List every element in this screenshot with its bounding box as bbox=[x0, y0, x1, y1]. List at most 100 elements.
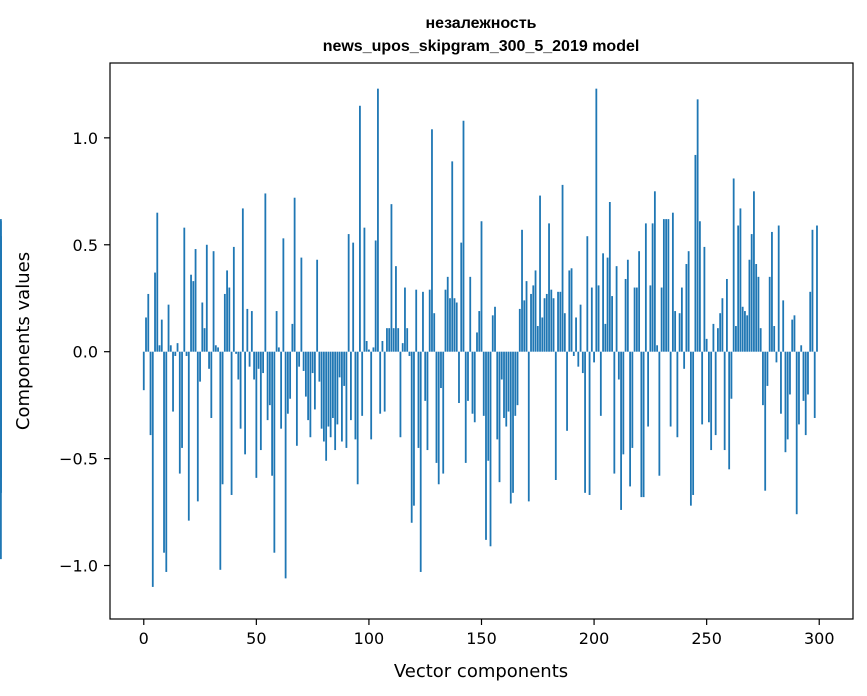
bar bbox=[196, 351, 199, 502]
x-tick-label: 50 bbox=[246, 629, 266, 648]
bar bbox=[726, 278, 728, 352]
bar bbox=[322, 351, 325, 442]
bar bbox=[708, 351, 710, 423]
bar bbox=[597, 285, 600, 352]
bar bbox=[701, 351, 704, 425]
bar bbox=[158, 345, 161, 352]
bar bbox=[730, 351, 733, 399]
y-tick-label: −1.0 bbox=[59, 557, 98, 576]
bar bbox=[183, 227, 186, 352]
bar bbox=[244, 351, 246, 455]
bar bbox=[345, 351, 348, 448]
bar bbox=[777, 225, 780, 352]
bar bbox=[687, 251, 690, 352]
bar bbox=[717, 328, 719, 352]
bar bbox=[363, 227, 366, 352]
bar bbox=[374, 240, 377, 352]
bar bbox=[534, 270, 537, 352]
chart-subtitle: news_upos_skipgram_300_5_2019 model bbox=[323, 38, 640, 55]
bar bbox=[192, 281, 195, 352]
x-tick-label: 0 bbox=[139, 629, 149, 648]
bar bbox=[572, 351, 575, 356]
bar bbox=[277, 347, 280, 352]
bar bbox=[397, 328, 400, 352]
bar bbox=[295, 351, 298, 446]
bar bbox=[386, 328, 388, 352]
bar bbox=[735, 326, 737, 352]
bar bbox=[795, 351, 798, 515]
bar bbox=[496, 351, 499, 440]
bar bbox=[289, 351, 292, 399]
bar bbox=[388, 328, 391, 352]
bar bbox=[273, 351, 276, 553]
y-tick-label: 1.0 bbox=[73, 129, 98, 148]
bar bbox=[460, 242, 463, 352]
bar bbox=[800, 345, 803, 352]
bar bbox=[169, 345, 172, 352]
bar bbox=[566, 351, 568, 431]
bar bbox=[494, 306, 496, 352]
bar bbox=[343, 351, 346, 386]
bar bbox=[660, 287, 663, 352]
bar bbox=[689, 351, 692, 506]
bar bbox=[491, 315, 494, 352]
bar bbox=[325, 351, 328, 461]
bar bbox=[624, 278, 627, 352]
bar bbox=[516, 351, 519, 406]
y-tick-label: −0.5 bbox=[59, 450, 98, 469]
bar bbox=[791, 319, 794, 352]
bar bbox=[604, 323, 607, 352]
bar bbox=[172, 351, 174, 412]
bar bbox=[764, 351, 767, 491]
bar bbox=[334, 351, 337, 451]
bar bbox=[437, 351, 440, 485]
bar bbox=[665, 219, 668, 352]
bar bbox=[372, 347, 375, 352]
bar bbox=[223, 293, 226, 352]
bar bbox=[599, 351, 602, 416]
bar bbox=[368, 349, 370, 352]
bar bbox=[210, 351, 213, 418]
bar bbox=[415, 289, 418, 352]
bar bbox=[662, 219, 665, 352]
bar bbox=[309, 351, 312, 438]
bar bbox=[633, 287, 636, 352]
bar bbox=[611, 296, 613, 352]
bar bbox=[377, 88, 379, 352]
bar bbox=[176, 343, 179, 352]
bar bbox=[638, 251, 641, 352]
bar bbox=[408, 351, 411, 356]
bar bbox=[514, 351, 517, 416]
bar bbox=[190, 274, 192, 352]
bar bbox=[595, 88, 598, 352]
bar bbox=[755, 264, 758, 352]
bar bbox=[219, 351, 222, 570]
bar bbox=[214, 345, 217, 352]
bar bbox=[401, 343, 404, 352]
bar bbox=[203, 328, 206, 352]
bar bbox=[145, 317, 147, 352]
bar bbox=[275, 311, 278, 352]
bar bbox=[185, 351, 188, 356]
bar bbox=[489, 351, 492, 547]
bar bbox=[313, 351, 316, 410]
bar bbox=[739, 208, 742, 352]
bar bbox=[699, 221, 701, 352]
bar bbox=[307, 351, 310, 421]
bar bbox=[201, 302, 204, 352]
x-tick-label: 150 bbox=[466, 629, 497, 648]
bar bbox=[525, 281, 528, 352]
x-tick-label: 250 bbox=[691, 629, 722, 648]
bar bbox=[471, 351, 474, 414]
bar bbox=[327, 351, 330, 427]
bar bbox=[370, 351, 373, 440]
bar bbox=[350, 351, 352, 421]
bar bbox=[316, 259, 319, 352]
bar bbox=[453, 298, 456, 352]
bar bbox=[379, 351, 382, 414]
bar bbox=[293, 197, 296, 352]
bar bbox=[798, 351, 800, 425]
bar bbox=[142, 351, 145, 391]
bar bbox=[705, 338, 708, 352]
bar bbox=[617, 351, 620, 380]
